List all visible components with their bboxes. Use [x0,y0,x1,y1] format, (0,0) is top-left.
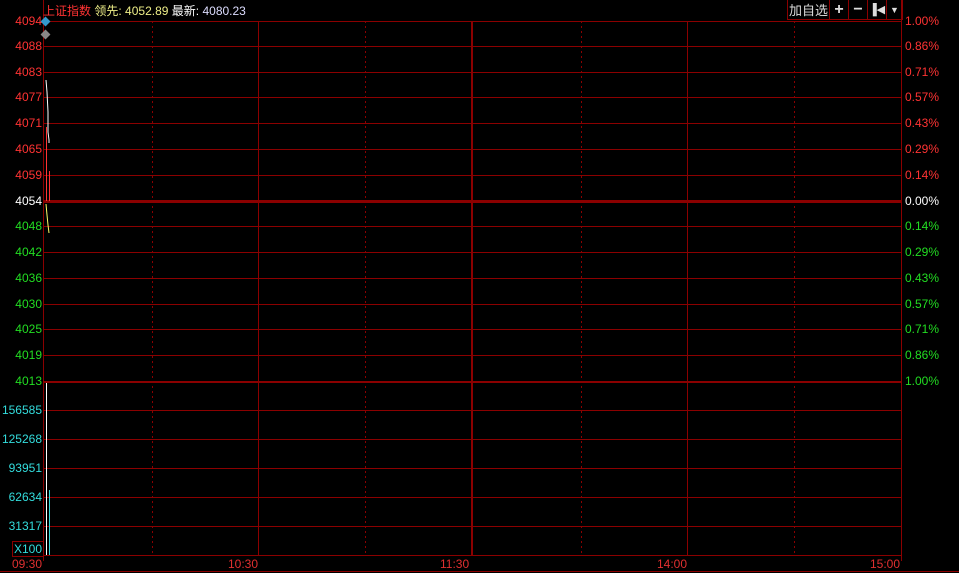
price-tick-label: 4059 [15,168,42,182]
volume-unit-label: X100 [12,541,45,557]
percent-tick-label: 0.71% [905,322,940,336]
price-tick-label: 4025 [15,322,42,336]
time-gridline [901,0,902,561]
percent-tick-label: 0.43% [905,116,940,130]
time-gridline [365,21,366,555]
latest-value: 4080.23 [202,4,246,18]
percent-tick-label: 0.29% [905,245,940,259]
time-tick-label: 15:00 [870,557,901,571]
price-tick-label: 4071 [15,116,42,130]
time-gridline [43,0,44,561]
percent-tick-label: 0.71% [905,65,940,79]
price-tick-label: 4042 [15,245,42,259]
time-tick-label: 11:30 [440,557,470,571]
percent-tick-label: 0.29% [905,142,940,156]
time-gridline [687,21,688,555]
percent-tick-label: 0.86% [905,348,940,362]
price-tick-label: 4054 [15,194,42,208]
volume-tick-label: 31317 [8,519,42,533]
lead-label: 领先: [94,4,122,18]
volume-tick-label: 93951 [8,461,42,475]
volume-tick-label: 125268 [1,432,42,446]
lead-line [45,203,50,234]
latest-label: 最新: [171,4,200,18]
step-back-icon: ▐◀ [868,4,886,16]
price-tick-label: 4083 [15,65,42,79]
price-tick-label: 4077 [15,90,42,104]
percent-tick-label: 1.00% [905,14,940,28]
volume-tick-label: 62634 [8,490,42,504]
chart-header: 上证指数 领先: 4052.89 最新: 4080.23 [43,2,246,19]
percent-tick-label: 0.86% [905,39,940,53]
price-tick-label: 4019 [15,348,42,362]
time-gridline [794,21,795,555]
time-gridline [581,21,582,555]
time-gridline [258,21,259,555]
time-tick-label: 10:30 [228,557,259,571]
volume-tick-label: 156585 [1,403,42,417]
time-gridline [471,21,473,555]
percent-tick-label: 0.57% [905,297,940,311]
time-tick-label: 09:30 [12,557,43,571]
price-tick-label: 4088 [15,39,42,53]
price-tick-label: 4065 [15,142,42,156]
volume-gridline [43,555,901,556]
percent-tick-label: 0.43% [905,271,940,285]
percent-tick-label: 1.00% [905,374,940,388]
percent-tick-label: 0.57% [905,90,940,104]
price-line [45,79,50,143]
percent-tick-label: 0.00% [905,194,940,208]
percent-tick-label: 0.14% [905,168,940,182]
lead-value: 4052.89 [125,4,169,18]
menu-dropdown-button[interactable]: ▼ [886,0,903,20]
price-tick-label: 4013 [15,374,42,388]
price-tick-label: 4030 [15,297,42,311]
time-gridline [152,21,153,555]
price-tick-label: 4036 [15,271,42,285]
price-tick-label: 4094 [15,14,42,28]
bottom-border [0,571,959,572]
time-tick-label: 14:00 [657,557,688,571]
index-name: 上证指数 [43,4,92,18]
price-tick-label: 4048 [15,219,42,233]
percent-tick-label: 0.14% [905,219,940,233]
chevron-down-icon: ▼ [890,4,899,15]
